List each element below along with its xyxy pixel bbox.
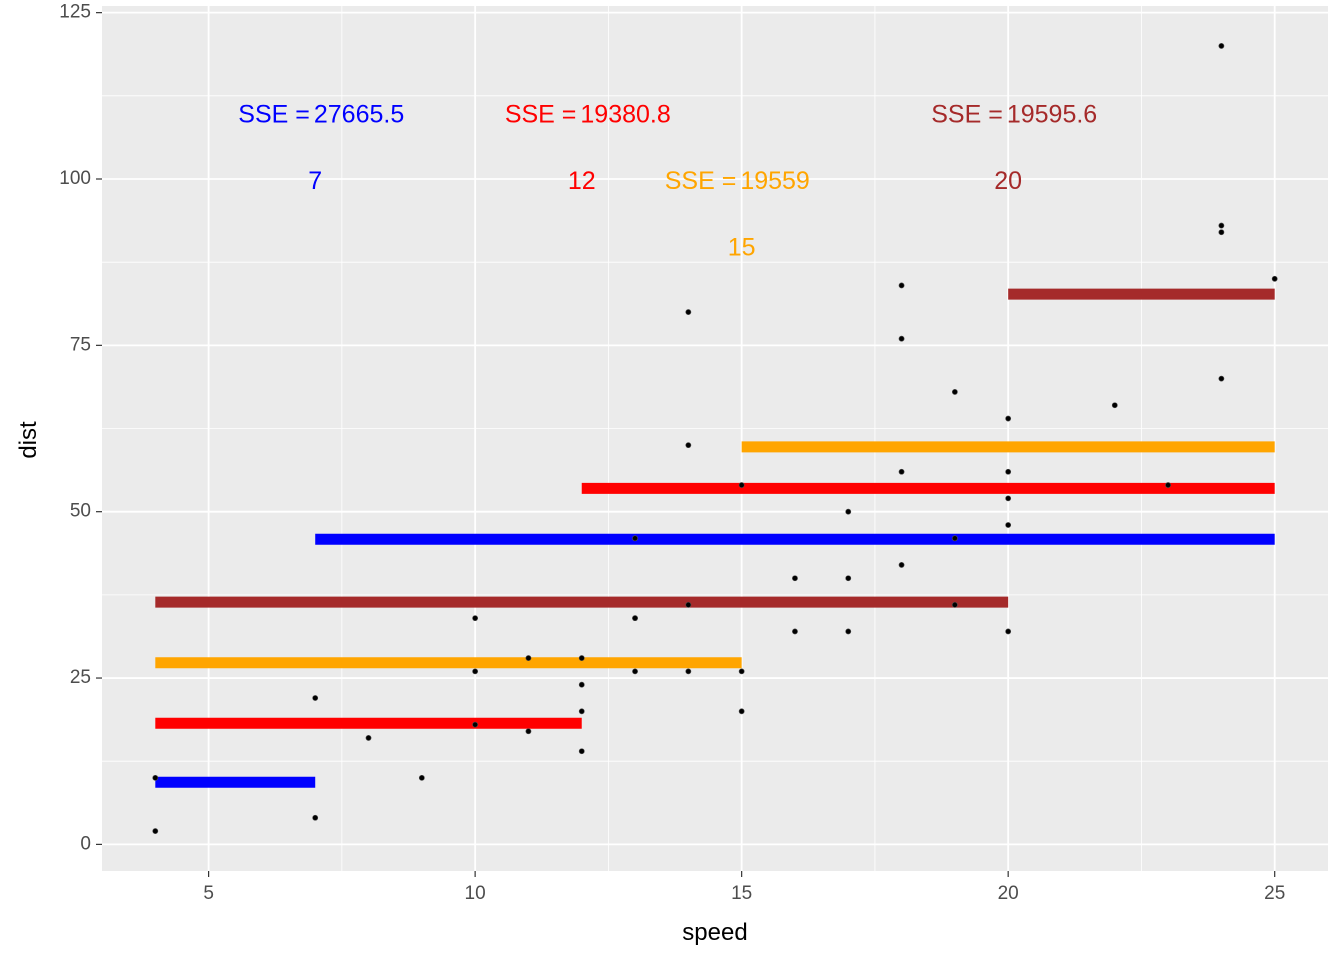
data-point [1111, 402, 1118, 409]
data-point [738, 482, 745, 488]
x-tick-label: 10 [465, 883, 486, 904]
data-point [578, 681, 585, 688]
x-axis-title: speed [682, 919, 747, 946]
step-segments [155, 288, 1275, 788]
y-axis-title: dist [15, 421, 42, 459]
data-point [792, 575, 798, 582]
data-point [365, 735, 372, 741]
data-point [685, 668, 692, 675]
sse-value-split-12: 19380.8 [580, 100, 670, 128]
sse-value-split-15: 19559 [740, 167, 810, 195]
sse-annotations: SSE = 27665.5 7 SSE = 19380.8 12 SSE = 19559… [238, 100, 1097, 261]
data-point [1218, 375, 1225, 382]
data-point [152, 828, 159, 834]
data-point [1271, 275, 1278, 282]
sse-value-split-20: 19595.6 [1007, 100, 1097, 128]
sse-label-split-20: SSE = [931, 100, 1003, 128]
data-point [1005, 415, 1012, 422]
y-axis: 0 25 50 75 100 125 [59, 2, 102, 854]
data-point [578, 748, 585, 755]
y-tick-label: 25 [70, 667, 91, 688]
y-tick-label: 125 [59, 2, 91, 23]
x-tick-label: 15 [731, 883, 752, 904]
x-tick-label: 20 [998, 883, 1019, 904]
x-axis: 5 10 15 20 25 [203, 871, 1285, 904]
data-point [632, 535, 638, 542]
data-point [472, 615, 479, 622]
data-point [738, 708, 745, 715]
data-point [418, 774, 425, 781]
sse-label-split-15: SSE = [665, 167, 737, 195]
split-label-7: 7 [308, 167, 322, 195]
data-point [525, 655, 532, 661]
split-label-20: 20 [994, 167, 1022, 195]
y-tick-label: 100 [59, 168, 91, 189]
data-point [951, 535, 958, 542]
data-points [152, 43, 1278, 834]
data-point [1165, 482, 1171, 488]
data-point [1005, 522, 1012, 528]
y-tick-label: 50 [70, 501, 91, 522]
data-point [685, 442, 692, 449]
data-point [845, 628, 852, 635]
y-tick-label: 75 [70, 334, 91, 355]
data-point [898, 562, 905, 568]
data-point [845, 575, 852, 582]
data-point [898, 335, 905, 342]
data-point [1005, 495, 1012, 502]
data-point [951, 601, 958, 608]
y-tick-label: 0 [80, 833, 91, 854]
data-point [312, 814, 319, 821]
data-point [898, 468, 905, 475]
data-point [845, 508, 852, 515]
data-point [951, 389, 958, 395]
data-point [1218, 43, 1225, 49]
data-point [685, 309, 692, 315]
sse-label-split-7: SSE = [238, 100, 310, 128]
data-point [152, 774, 159, 781]
data-point [1005, 468, 1012, 475]
data-point [1218, 229, 1225, 236]
data-point [472, 721, 479, 728]
data-point [1218, 222, 1225, 229]
data-point [898, 282, 905, 289]
split-label-15: 15 [728, 233, 756, 261]
data-point [685, 601, 692, 608]
data-point [525, 728, 532, 735]
data-point [578, 655, 585, 661]
data-point [1005, 628, 1012, 635]
major-gridlines [102, 6, 1328, 871]
x-tick-label: 5 [203, 883, 214, 904]
sse-value-split-7: 27665.5 [314, 100, 404, 128]
data-point [632, 615, 638, 622]
x-tick-label: 25 [1264, 883, 1285, 904]
data-point [792, 628, 798, 635]
data-point [632, 668, 638, 675]
data-point [738, 668, 745, 675]
data-point [472, 668, 479, 675]
sse-label-split-12: SSE = [505, 100, 577, 128]
data-point [578, 708, 585, 715]
minor-gridlines [102, 6, 1328, 871]
plot-panel [102, 6, 1328, 871]
data-point [312, 695, 319, 701]
split-label-12: 12 [568, 167, 596, 195]
